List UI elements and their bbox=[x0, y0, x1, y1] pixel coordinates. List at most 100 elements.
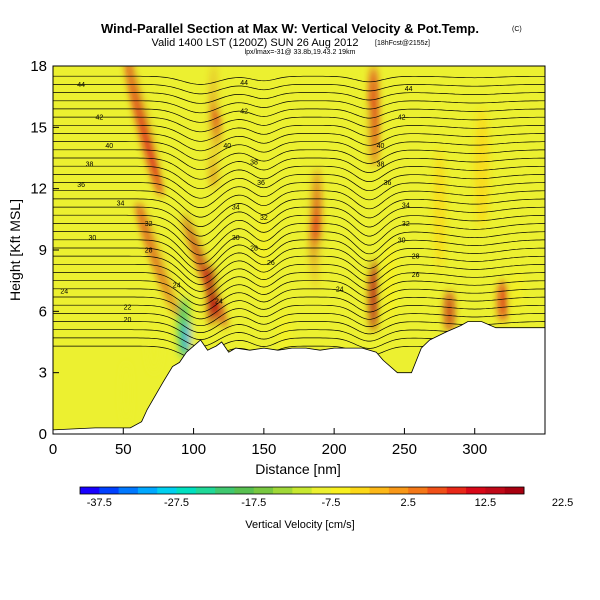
vv-cell bbox=[360, 106, 370, 271]
theta-label: 44 bbox=[240, 80, 248, 87]
theta-contour bbox=[53, 231, 545, 265]
theta-label: 32 bbox=[145, 221, 153, 228]
colorbar-swatch bbox=[330, 487, 351, 494]
theta-contour bbox=[53, 296, 545, 320]
x-axis: 0 50 100 150 200 250 300 bbox=[49, 428, 487, 458]
theta-label: 38 bbox=[86, 162, 94, 169]
theta-label: 28 bbox=[250, 245, 258, 252]
copyright-mark: (C) bbox=[512, 26, 522, 33]
theta-contour bbox=[53, 190, 545, 218]
colorbar-swatch bbox=[292, 487, 313, 494]
theta-contour bbox=[53, 198, 545, 227]
theta-contour bbox=[53, 108, 545, 123]
vv-cell bbox=[474, 106, 489, 230]
theta-label: 26 bbox=[412, 272, 420, 279]
theta-label: 28 bbox=[412, 254, 420, 261]
colorbar-swatch bbox=[137, 487, 158, 494]
theta-label: 24 bbox=[173, 282, 181, 289]
theta-contour bbox=[53, 157, 545, 180]
theta-contour bbox=[53, 255, 545, 285]
y-tick-label: 15 bbox=[30, 119, 47, 136]
theta-contour bbox=[53, 182, 545, 208]
theta-contour bbox=[53, 280, 545, 306]
colorbar: -37.5 -27.5 -17.5 -7.5 2.5 12.5 22.5 bbox=[79, 486, 573, 509]
theta-contour bbox=[53, 92, 545, 104]
y-tick-label: 12 bbox=[30, 181, 47, 198]
x-tick-label: 50 bbox=[115, 441, 132, 458]
theta-contour bbox=[53, 165, 545, 190]
x-tick-label: 0 bbox=[49, 441, 57, 458]
y-axis-label: Height [Kft MSL] bbox=[7, 199, 23, 301]
contour-labels: 44 44 44 42 42 42 40 40 40 38 38 38 36 36 36 34 34 34 32 32… bbox=[60, 80, 419, 324]
colorbar-swatch bbox=[408, 487, 428, 494]
theta-contour bbox=[53, 116, 545, 133]
chart-subtitle-tag: [18hFcst@2155z] bbox=[375, 40, 430, 47]
colorbar-tick-label: -37.5 bbox=[87, 497, 112, 509]
x-tick-label: 200 bbox=[322, 441, 347, 458]
theta-label: 32 bbox=[260, 215, 268, 222]
theta-contour bbox=[53, 174, 545, 199]
colorbar-swatch bbox=[195, 487, 216, 494]
theta-label: 24 bbox=[60, 288, 68, 295]
theta-label: 40 bbox=[377, 143, 385, 150]
x-tick-label: 100 bbox=[181, 441, 206, 458]
colorbar-swatch bbox=[466, 487, 486, 494]
colorbar-swatch bbox=[118, 487, 139, 494]
theta-contour bbox=[53, 75, 545, 85]
x-tick-label: 250 bbox=[392, 441, 417, 458]
theta-label: 36 bbox=[257, 180, 265, 187]
theta-contour bbox=[53, 239, 545, 272]
chart-subtitle: Valid 1400 LST (1200Z) SUN 26 Aug 2012 bbox=[152, 37, 359, 49]
vv-cell bbox=[229, 66, 284, 247]
colorbar-swatch bbox=[446, 487, 467, 494]
colorbar-tick-label: -17.5 bbox=[241, 497, 266, 509]
theta-label: 26 bbox=[267, 260, 275, 267]
theta-contour bbox=[53, 288, 545, 313]
theta-label: 34 bbox=[232, 205, 240, 212]
theta-contour bbox=[53, 133, 545, 152]
colorbar-swatch bbox=[234, 487, 255, 494]
theta-contour bbox=[53, 100, 545, 114]
x-tick-label: 300 bbox=[462, 441, 487, 458]
theta-contour bbox=[53, 141, 545, 161]
theta-label: 42 bbox=[95, 115, 103, 122]
theta-contour bbox=[53, 263, 545, 292]
theta-label: 42 bbox=[240, 108, 248, 115]
theta-label: 36 bbox=[384, 180, 392, 187]
theta-label: 24 bbox=[336, 286, 344, 293]
theta-label: 38 bbox=[250, 160, 258, 167]
vv-cell bbox=[445, 290, 454, 332]
vv-cell bbox=[348, 66, 357, 189]
theta-contour bbox=[53, 214, 545, 246]
colorbar-swatch bbox=[350, 487, 371, 494]
vv-cell bbox=[136, 72, 209, 265]
chart-subtitle-2: lpx/lmax=-31@ 33.8b,19.43.2 19km bbox=[245, 49, 356, 56]
theta-label: 22 bbox=[124, 305, 132, 312]
theta-label: 34 bbox=[402, 203, 410, 210]
y-axis: 0 3 6 9 12 15 18 bbox=[30, 58, 59, 443]
theta-label: 44 bbox=[405, 86, 413, 93]
colorbar-swatch bbox=[427, 487, 448, 494]
x-tick-label: 150 bbox=[251, 441, 276, 458]
colorbar-tick-label: 22.5 bbox=[552, 497, 573, 509]
y-tick-label: 18 bbox=[30, 58, 47, 75]
vv-cell bbox=[147, 311, 162, 373]
theta-label: 30 bbox=[232, 235, 240, 242]
plot-area: 44 44 44 42 42 42 40 40 40 38 38 38 36 36 36 34 34 34 32 32… bbox=[53, 66, 545, 434]
colorbar-swatch bbox=[311, 487, 332, 494]
theta-contour bbox=[53, 223, 545, 256]
y-tick-label: 9 bbox=[39, 242, 47, 259]
theta-label: 30 bbox=[398, 237, 406, 244]
vv-cell bbox=[207, 264, 217, 326]
theta-contour bbox=[53, 304, 545, 327]
colorbar-tick-label: -7.5 bbox=[321, 497, 340, 509]
vv-cell bbox=[512, 270, 522, 312]
vv-cell bbox=[198, 90, 263, 328]
theta-label: 32 bbox=[402, 221, 410, 228]
theta-label: 24 bbox=[215, 299, 223, 306]
colorbar-swatch bbox=[369, 487, 390, 494]
x-axis-label: Distance [nm] bbox=[255, 461, 341, 477]
theta-label: 34 bbox=[117, 200, 125, 207]
chart-title: Wind-Parallel Section at Max W: Vertical… bbox=[101, 21, 479, 36]
